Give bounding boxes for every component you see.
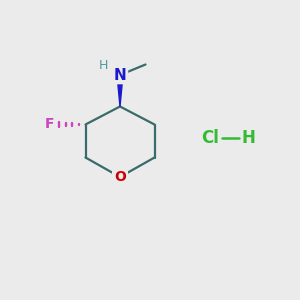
Text: N: N	[114, 68, 126, 82]
Text: O: O	[114, 170, 126, 184]
Text: Cl: Cl	[201, 129, 219, 147]
Text: H: H	[242, 129, 255, 147]
Text: F: F	[45, 118, 54, 131]
Text: H: H	[99, 59, 108, 72]
Polygon shape	[117, 75, 123, 106]
